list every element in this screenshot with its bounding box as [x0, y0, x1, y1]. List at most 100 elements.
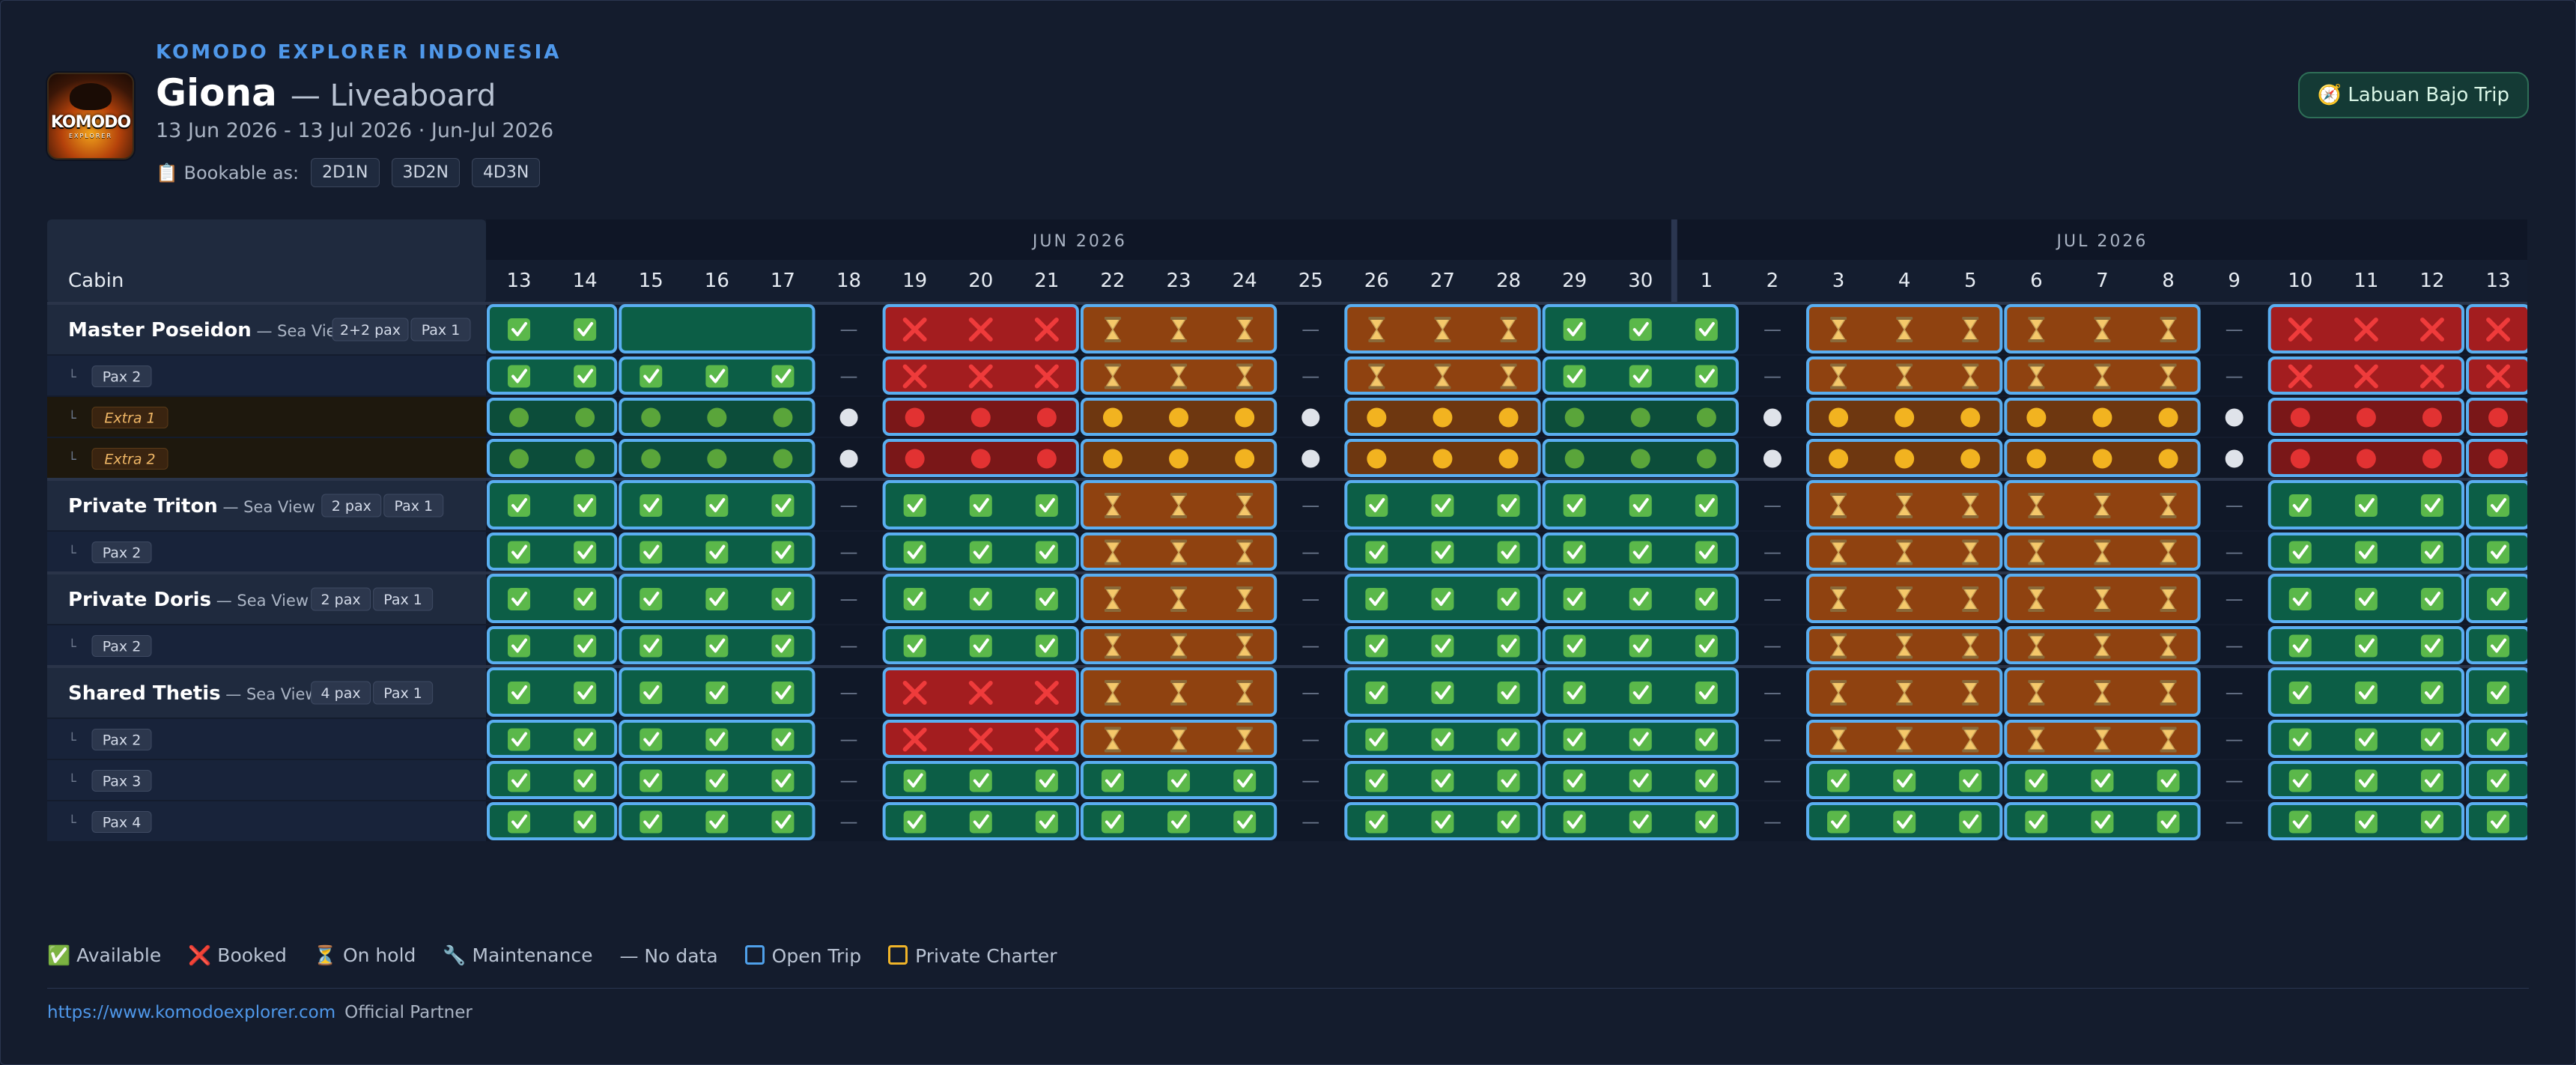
check-icon[interactable] [969, 588, 992, 610]
check-icon[interactable] [771, 769, 795, 792]
status-dot[interactable] [2356, 407, 2376, 428]
check-icon[interactable] [1959, 810, 1982, 834]
trip-block[interactable] [487, 802, 618, 840]
check-icon[interactable] [1035, 494, 1058, 517]
check-icon[interactable] [2288, 541, 2312, 564]
status-dot[interactable] [1630, 407, 1650, 428]
check-icon[interactable] [903, 634, 926, 658]
check-icon[interactable] [1959, 769, 1982, 792]
status-dot[interactable] [2092, 407, 2112, 428]
check-icon[interactable] [1629, 494, 1652, 517]
check-icon[interactable] [1035, 541, 1058, 564]
check-icon[interactable] [1563, 810, 1586, 834]
check-icon[interactable] [1695, 810, 1718, 834]
check-icon[interactable] [1431, 588, 1454, 610]
check-icon[interactable] [574, 728, 597, 751]
trip-button[interactable]: 🧭 Labuan Bajo Trip [2297, 72, 2529, 118]
check-icon[interactable] [1497, 769, 1520, 792]
status-dot[interactable] [1829, 449, 1849, 469]
check-icon[interactable] [1497, 494, 1520, 517]
check-icon[interactable] [705, 728, 729, 751]
check-icon[interactable] [2157, 769, 2180, 792]
trip-block[interactable] [487, 667, 618, 717]
cross-icon[interactable] [968, 364, 993, 389]
check-icon[interactable] [2420, 810, 2443, 834]
check-icon[interactable] [2420, 634, 2443, 658]
check-icon[interactable] [771, 588, 795, 610]
status-dot[interactable] [1895, 449, 1915, 469]
check-icon[interactable] [2420, 494, 2443, 517]
status-dot[interactable] [641, 449, 661, 469]
check-icon[interactable] [2025, 769, 2048, 792]
check-icon[interactable] [705, 682, 729, 704]
status-dot[interactable] [1235, 449, 1255, 469]
check-icon[interactable] [1167, 769, 1191, 792]
check-icon[interactable] [1101, 810, 1124, 834]
check-icon[interactable] [1695, 728, 1718, 751]
check-icon[interactable] [1497, 810, 1520, 834]
check-icon[interactable] [1695, 634, 1718, 658]
check-icon[interactable] [2420, 682, 2443, 704]
check-icon[interactable] [2487, 494, 2510, 517]
check-icon[interactable] [1497, 588, 1520, 610]
check-icon[interactable] [2354, 682, 2378, 704]
check-icon[interactable] [1695, 318, 1718, 341]
check-icon[interactable] [705, 810, 729, 834]
check-icon[interactable] [574, 769, 597, 792]
trip-block[interactable] [487, 439, 618, 477]
check-icon[interactable] [508, 682, 531, 704]
status-dot[interactable] [970, 449, 991, 469]
status-dot[interactable] [2026, 449, 2047, 469]
check-icon[interactable] [2487, 769, 2510, 792]
check-icon[interactable] [640, 634, 663, 658]
check-icon[interactable] [1695, 541, 1718, 564]
trip-block[interactable] [487, 626, 618, 664]
status-dot[interactable] [773, 449, 793, 469]
check-icon[interactable] [771, 634, 795, 658]
check-icon[interactable] [508, 318, 531, 341]
status-dot[interactable] [575, 407, 595, 428]
cross-icon[interactable] [968, 681, 993, 705]
check-icon[interactable] [508, 728, 531, 751]
check-icon[interactable] [2288, 810, 2312, 834]
check-icon[interactable] [1497, 634, 1520, 658]
status-dot[interactable] [1036, 449, 1057, 469]
status-dot[interactable] [707, 407, 727, 428]
check-icon[interactable] [1563, 494, 1586, 517]
check-icon[interactable] [2288, 588, 2312, 610]
trip-block[interactable] [487, 304, 618, 354]
check-icon[interactable] [705, 769, 729, 792]
check-icon[interactable] [2288, 769, 2312, 792]
check-icon[interactable] [1365, 682, 1388, 704]
check-icon[interactable] [2354, 728, 2378, 751]
status-dot[interactable] [1564, 449, 1585, 469]
check-icon[interactable] [2157, 810, 2180, 834]
check-icon[interactable] [640, 769, 663, 792]
check-icon[interactable] [1563, 682, 1586, 704]
check-icon[interactable] [640, 810, 663, 834]
check-icon[interactable] [903, 810, 926, 834]
status-dot[interactable] [1433, 407, 1453, 428]
status-dot[interactable] [2026, 407, 2047, 428]
check-icon[interactable] [705, 634, 729, 658]
check-icon[interactable] [1695, 494, 1718, 517]
check-icon[interactable] [1365, 494, 1388, 517]
check-icon[interactable] [2091, 810, 2114, 834]
status-dot[interactable] [1367, 449, 1387, 469]
check-icon[interactable] [1827, 769, 1850, 792]
status-dot[interactable] [1235, 407, 1255, 428]
check-icon[interactable] [705, 541, 729, 564]
check-icon[interactable] [2487, 682, 2510, 704]
check-icon[interactable] [1629, 728, 1652, 751]
check-icon[interactable] [1233, 769, 1257, 792]
check-icon[interactable] [1893, 769, 1916, 792]
hourglass-icon[interactable] [1236, 634, 1253, 658]
check-icon[interactable] [2354, 769, 2378, 792]
check-icon[interactable] [508, 365, 531, 388]
check-icon[interactable] [1629, 769, 1652, 792]
check-icon[interactable] [574, 682, 597, 704]
check-icon[interactable] [2487, 728, 2510, 751]
check-icon[interactable] [1431, 634, 1454, 658]
check-icon[interactable] [1563, 769, 1586, 792]
check-icon[interactable] [640, 682, 663, 704]
